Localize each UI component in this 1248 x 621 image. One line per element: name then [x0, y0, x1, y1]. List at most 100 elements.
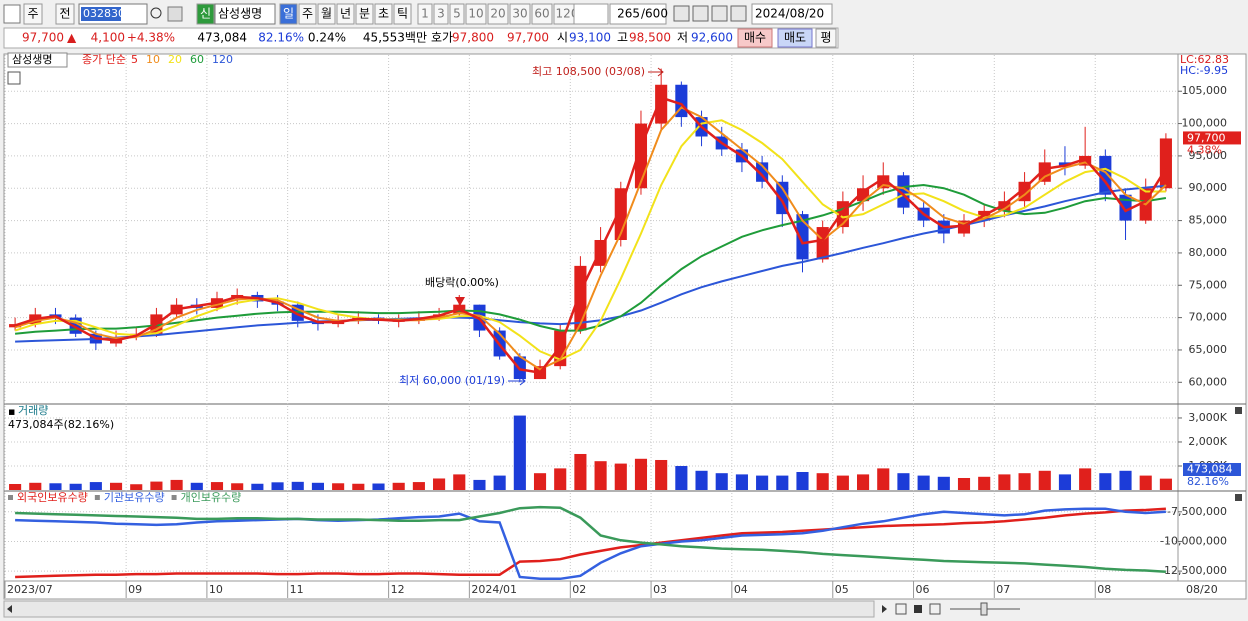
button[interactable] — [196, 3, 215, 25]
button[interactable] — [465, 3, 487, 25]
button-label[interactable]: 주 — [27, 7, 38, 21]
x-tick-label: 07 — [996, 583, 1010, 596]
tool-icon[interactable] — [673, 5, 690, 22]
count-select[interactable] — [573, 3, 609, 25]
y-tick-label: 70,000 — [1189, 311, 1228, 324]
button[interactable] — [23, 3, 43, 25]
button-label[interactable]: 60 — [534, 7, 549, 21]
scrollbar[interactable] — [3, 600, 875, 618]
volume-bar — [796, 471, 809, 490]
scroll-left[interactable] — [7, 605, 12, 613]
button-label[interactable]: 20 — [490, 7, 505, 21]
search-icon[interactable] — [150, 7, 162, 19]
button-label[interactable]: 분 — [359, 7, 370, 21]
legend-entry: 외국인보유수량 — [17, 491, 88, 504]
button[interactable] — [279, 3, 298, 25]
icon[interactable] — [3, 4, 21, 24]
scroll-right[interactable] — [882, 605, 887, 613]
playback-controls[interactable] — [895, 603, 941, 615]
volume-bar — [675, 465, 688, 490]
avg-button[interactable] — [815, 28, 837, 48]
speaker-icon[interactable] — [167, 6, 183, 22]
panel-close[interactable] — [1235, 494, 1242, 501]
date-box[interactable] — [751, 3, 833, 25]
code-select — [81, 7, 121, 21]
avg-label[interactable]: 평 — [820, 31, 831, 45]
zoom-thumb[interactable] — [980, 602, 988, 616]
button[interactable] — [433, 3, 449, 25]
button[interactable] — [55, 3, 75, 25]
button-label[interactable]: 120 — [556, 7, 579, 21]
sell-button[interactable] — [777, 28, 813, 48]
candle-body — [9, 324, 22, 328]
volume-bar — [776, 475, 789, 490]
button[interactable] — [374, 3, 393, 25]
candle-body — [796, 214, 809, 260]
legend-marker — [8, 495, 13, 500]
button-label[interactable]: 전 — [59, 7, 70, 21]
button[interactable] — [393, 3, 412, 25]
volume-bar — [251, 483, 264, 490]
button[interactable] — [298, 3, 317, 25]
button[interactable] — [317, 3, 336, 25]
annotation-max: 최고 108,500 (03/08) — [532, 65, 645, 78]
stock-name[interactable]: 삼성생명 — [218, 7, 262, 21]
quote-price: 97,700 — [22, 31, 64, 45]
volume-bar — [271, 482, 284, 490]
quote-amount: 45,553백만 — [363, 31, 427, 45]
button-label[interactable]: 5 — [453, 7, 461, 21]
candle-body — [897, 175, 910, 208]
candle-body — [574, 265, 587, 331]
annotation-arrow — [508, 376, 526, 386]
volume-bar — [1058, 474, 1072, 490]
sell-label[interactable]: 매도 — [784, 31, 806, 45]
button[interactable] — [355, 3, 374, 25]
panel-close[interactable] — [1235, 407, 1242, 414]
button-label[interactable]: 주 — [302, 7, 313, 21]
button-label[interactable]: 10 — [468, 7, 483, 21]
button-label[interactable]: 30 — [512, 7, 527, 21]
legend-name: 삼성생명 — [12, 53, 52, 66]
button-label[interactable]: 초 — [378, 7, 389, 21]
button-label[interactable]: 일 — [283, 7, 294, 21]
button-label[interactable]: 3 — [437, 7, 445, 21]
tool-icon[interactable] — [692, 5, 709, 22]
holding-line — [15, 507, 1166, 579]
button-label[interactable]: 년 — [340, 7, 351, 21]
buy-button[interactable] — [737, 28, 773, 48]
y-tick-label: 105,000 — [1182, 84, 1228, 97]
button-label[interactable]: 월 — [321, 7, 332, 21]
table-icon[interactable] — [7, 71, 21, 85]
name-box[interactable] — [214, 3, 276, 25]
date[interactable]: 2024/08/20 — [755, 7, 824, 21]
volume-bar — [392, 482, 405, 490]
button[interactable] — [531, 3, 553, 25]
volume-bar — [473, 479, 486, 490]
last-volume-ratio: 82.16% — [1187, 475, 1229, 488]
button[interactable] — [509, 3, 531, 25]
tool-icon[interactable] — [711, 5, 728, 22]
volume-bar — [655, 459, 668, 490]
button[interactable] — [417, 3, 433, 25]
volume-bar — [311, 482, 324, 490]
volume-bar — [634, 458, 648, 490]
volume-bar — [1139, 475, 1152, 490]
x-tick-label: 2024/01 — [471, 583, 517, 596]
legend-ma-label: 종가 단순 — [82, 53, 126, 66]
panel-marker: ▪ — [8, 405, 15, 418]
button[interactable] — [336, 3, 355, 25]
count-box[interactable] — [609, 3, 667, 25]
button-label[interactable]: 1 — [421, 7, 429, 21]
x-tick-label: 09 — [128, 583, 142, 596]
button-label[interactable]: 틱 — [397, 7, 408, 21]
count[interactable]: 265 — [617, 7, 640, 21]
code[interactable]: 032830 — [83, 7, 125, 20]
buy-label[interactable]: 매수 — [744, 31, 766, 45]
button[interactable] — [487, 3, 509, 25]
tool-icon[interactable] — [730, 5, 747, 22]
button[interactable] — [449, 3, 465, 25]
button-label[interactable]: 신 — [200, 7, 211, 21]
volume-bar — [554, 468, 567, 490]
volume-bar — [937, 476, 950, 490]
